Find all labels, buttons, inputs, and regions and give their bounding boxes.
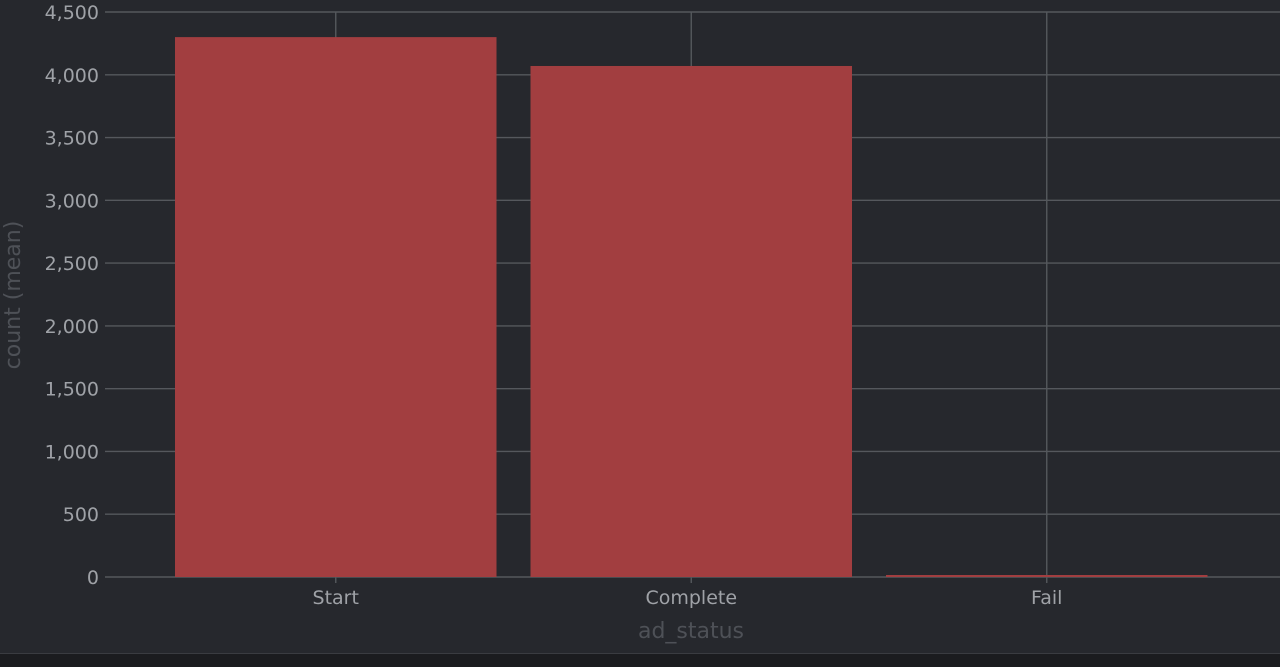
y-tick-label: 500 [63, 504, 99, 526]
bars [175, 37, 1208, 578]
x-tick-label: Fail [1031, 587, 1062, 609]
bottom-status-bar [0, 653, 1280, 667]
y-tick-label: 2,000 [45, 316, 99, 338]
y-tick-label: 0 [87, 567, 99, 589]
x-tick-labels: Start Complete Fail [313, 587, 1063, 609]
x-tick-label: Complete [645, 587, 737, 609]
y-tick-label: 4,000 [45, 65, 99, 87]
bar-fail[interactable] [886, 575, 1208, 577]
x-axis-title: ad_status [638, 619, 744, 644]
y-tick-label: 3,500 [45, 128, 99, 150]
y-axis-title: count (mean) [1, 221, 26, 370]
y-tick-label: 1,000 [45, 441, 99, 463]
y-tick-label: 3,000 [45, 190, 99, 212]
y-tick-label: 1,500 [45, 379, 99, 401]
y-tick-label: 4,500 [45, 2, 99, 24]
y-tick-label: 2,500 [45, 253, 99, 275]
y-tick-labels: 0 500 1,000 1,500 2,000 2,500 3,000 3,500 4,000 4… [45, 2, 99, 589]
bar-start[interactable] [175, 37, 497, 578]
bar-complete[interactable] [530, 65, 853, 577]
x-tick-label: Start [313, 587, 359, 609]
